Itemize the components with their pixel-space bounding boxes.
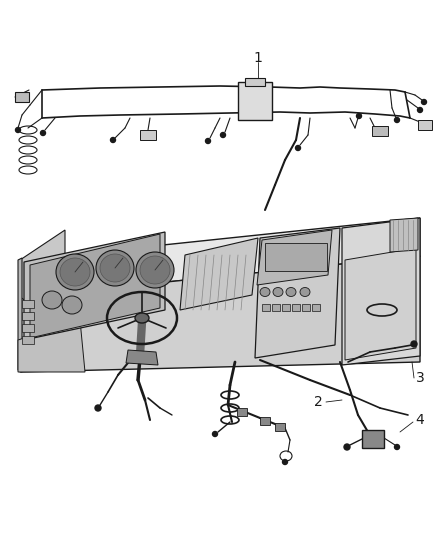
Circle shape: [95, 405, 101, 411]
Bar: [265, 243, 327, 271]
Circle shape: [395, 445, 399, 449]
Polygon shape: [30, 234, 160, 338]
Ellipse shape: [273, 287, 283, 296]
Bar: [22, 312, 34, 320]
Polygon shape: [342, 218, 420, 365]
Circle shape: [395, 117, 399, 123]
Bar: [22, 300, 34, 308]
Polygon shape: [257, 230, 332, 285]
Circle shape: [110, 138, 116, 142]
Circle shape: [411, 341, 417, 347]
Polygon shape: [18, 258, 22, 372]
Ellipse shape: [135, 313, 149, 323]
Polygon shape: [18, 320, 85, 372]
Bar: [238, 82, 272, 120]
Ellipse shape: [56, 254, 94, 290]
Bar: [372, 126, 388, 136]
Bar: [272, 304, 280, 311]
Circle shape: [212, 432, 218, 437]
Ellipse shape: [136, 252, 174, 288]
Polygon shape: [24, 232, 165, 340]
Circle shape: [40, 131, 46, 135]
Circle shape: [357, 114, 361, 118]
Polygon shape: [345, 248, 416, 360]
Ellipse shape: [286, 287, 296, 296]
Text: 1: 1: [254, 51, 262, 65]
Bar: [22, 336, 34, 344]
Polygon shape: [390, 218, 418, 252]
Circle shape: [421, 100, 427, 104]
Circle shape: [296, 146, 300, 150]
Circle shape: [344, 444, 350, 450]
Polygon shape: [180, 238, 258, 310]
Circle shape: [15, 127, 21, 133]
Bar: [275, 423, 285, 431]
Bar: [292, 304, 300, 311]
Circle shape: [417, 108, 423, 112]
Bar: [302, 304, 310, 311]
Text: 4: 4: [416, 413, 424, 427]
Text: 2: 2: [314, 395, 322, 409]
Polygon shape: [255, 228, 340, 358]
Bar: [22, 324, 34, 332]
Bar: [260, 417, 270, 425]
Ellipse shape: [140, 256, 170, 284]
Ellipse shape: [260, 287, 270, 296]
Ellipse shape: [42, 291, 62, 309]
Circle shape: [220, 133, 226, 138]
Bar: [15, 92, 29, 102]
Circle shape: [205, 139, 211, 143]
Polygon shape: [20, 218, 420, 297]
Bar: [362, 430, 384, 448]
Ellipse shape: [100, 254, 130, 282]
Text: 3: 3: [416, 371, 424, 385]
Bar: [237, 408, 247, 416]
Ellipse shape: [96, 250, 134, 286]
Circle shape: [283, 459, 287, 464]
Ellipse shape: [300, 287, 310, 296]
Bar: [245, 78, 265, 86]
Bar: [418, 120, 432, 130]
Bar: [282, 304, 290, 311]
Polygon shape: [126, 350, 158, 365]
Bar: [312, 304, 320, 311]
Ellipse shape: [60, 258, 90, 286]
Bar: [262, 304, 270, 311]
Bar: [140, 130, 156, 140]
Polygon shape: [20, 230, 65, 328]
Ellipse shape: [62, 296, 82, 314]
Polygon shape: [20, 256, 420, 372]
